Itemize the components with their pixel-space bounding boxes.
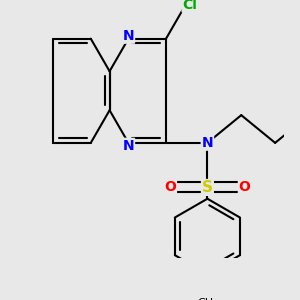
Text: N: N — [123, 139, 134, 153]
Text: Cl: Cl — [182, 0, 197, 12]
Text: N: N — [123, 29, 134, 43]
Text: CH₃: CH₃ — [197, 298, 218, 300]
Text: S: S — [202, 180, 213, 195]
Text: O: O — [239, 180, 250, 194]
Text: N: N — [202, 136, 213, 150]
Text: O: O — [164, 180, 176, 194]
